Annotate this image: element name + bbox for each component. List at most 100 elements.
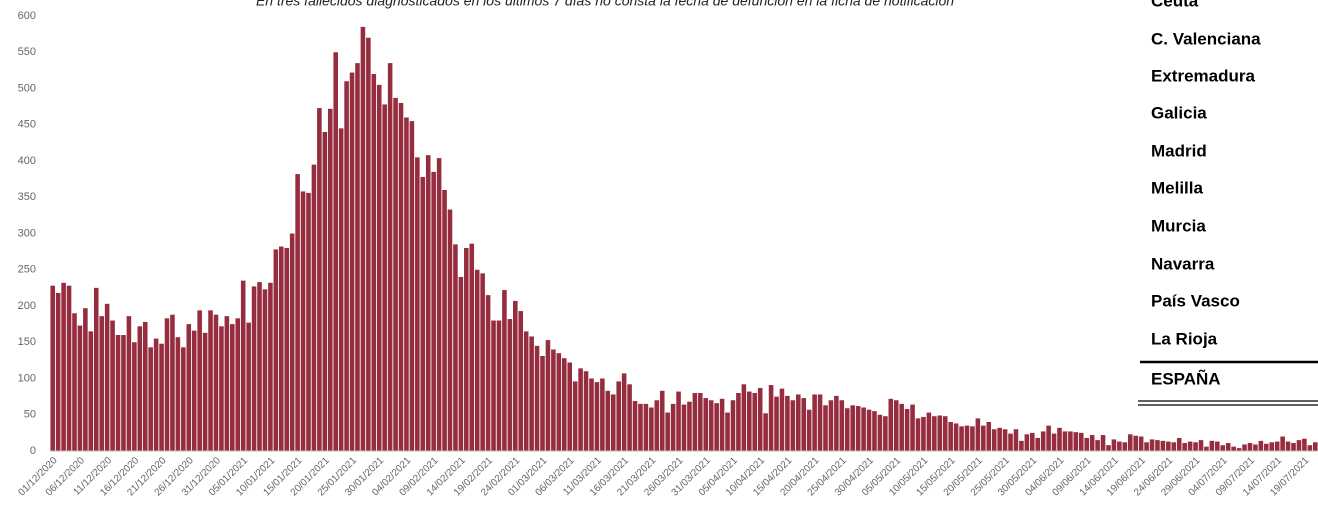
bar xyxy=(986,422,992,451)
bar xyxy=(496,320,502,451)
bar xyxy=(513,300,518,451)
bar xyxy=(366,37,371,451)
bar xyxy=(1247,443,1253,451)
bar xyxy=(942,416,948,451)
chart-note: En tres fallecidos diagnosticados en los… xyxy=(256,0,954,9)
bar xyxy=(273,249,279,451)
bar xyxy=(1149,439,1155,451)
table-row-label: C. Valenciana xyxy=(1151,29,1261,48)
bar xyxy=(1204,446,1209,451)
bar xyxy=(355,63,360,451)
bar xyxy=(627,384,632,451)
bar xyxy=(393,97,398,452)
y-tick-label: 200 xyxy=(18,300,36,312)
table-row-label: Melilla xyxy=(1151,178,1204,197)
bar xyxy=(61,282,66,451)
bar xyxy=(551,349,556,451)
bar xyxy=(1302,438,1307,451)
bar xyxy=(344,81,349,451)
bar xyxy=(910,404,915,451)
bar xyxy=(616,381,621,451)
bar xyxy=(257,282,262,451)
table-row-label: Navarra xyxy=(1151,254,1215,273)
bar xyxy=(899,403,904,451)
y-tick-label: 150 xyxy=(18,336,36,348)
bar xyxy=(632,400,638,451)
y-tick-label: 450 xyxy=(18,119,36,131)
bar xyxy=(774,396,779,451)
bar xyxy=(855,406,861,451)
bar xyxy=(883,416,888,451)
bar xyxy=(649,407,654,451)
bar xyxy=(806,409,812,451)
table-row-label: País Vasco xyxy=(1151,291,1240,310)
bar xyxy=(1111,439,1117,451)
bar xyxy=(404,117,409,451)
bar xyxy=(638,403,643,451)
bar xyxy=(1046,425,1051,451)
bar xyxy=(1236,448,1242,451)
bar xyxy=(834,395,839,451)
bar xyxy=(311,164,317,451)
bar xyxy=(752,393,758,451)
bar xyxy=(50,285,56,451)
bar xyxy=(1095,440,1100,451)
bar xyxy=(1024,434,1030,451)
bar xyxy=(1040,431,1046,451)
bar xyxy=(1089,435,1095,451)
bar xyxy=(110,320,115,451)
bar xyxy=(795,394,801,451)
bar xyxy=(1209,440,1215,451)
bar xyxy=(959,426,964,451)
bar xyxy=(208,310,213,451)
bar xyxy=(175,337,181,451)
table-row-label: Ceuta xyxy=(1151,0,1199,10)
bar xyxy=(213,314,219,451)
y-tick-label: 600 xyxy=(18,10,36,22)
bar xyxy=(83,308,88,451)
bar xyxy=(376,84,382,451)
bar xyxy=(643,403,649,451)
bar xyxy=(676,391,681,451)
bar xyxy=(420,176,426,451)
bar xyxy=(409,121,415,451)
bar xyxy=(306,192,311,451)
bar xyxy=(464,248,469,451)
bar xyxy=(589,378,594,451)
bar xyxy=(1231,446,1236,451)
bar xyxy=(1035,437,1041,451)
bar xyxy=(1215,441,1220,451)
bar xyxy=(121,335,126,451)
bar xyxy=(866,409,872,451)
bar xyxy=(730,400,736,451)
bar xyxy=(1296,440,1302,451)
bar xyxy=(1225,443,1231,451)
bar xyxy=(202,332,208,451)
table-row-label: Galicia xyxy=(1151,103,1207,122)
bar xyxy=(507,319,513,451)
bar xyxy=(289,233,295,451)
bar xyxy=(1182,443,1187,451)
bar xyxy=(997,427,1002,451)
bar xyxy=(768,385,774,451)
bar xyxy=(1253,444,1258,451)
bar xyxy=(262,289,268,451)
bar xyxy=(1274,441,1280,451)
bar xyxy=(572,381,578,451)
bar xyxy=(741,384,747,451)
bar xyxy=(1176,437,1182,451)
bar xyxy=(142,321,148,451)
bar xyxy=(485,295,491,451)
bar xyxy=(1030,432,1035,451)
bar xyxy=(235,318,241,451)
bar xyxy=(665,412,670,451)
bar xyxy=(1051,433,1057,451)
bar xyxy=(529,336,534,451)
bar xyxy=(453,244,458,451)
bar xyxy=(872,411,877,451)
bar xyxy=(349,72,355,452)
bar xyxy=(1013,429,1019,451)
y-tick-label: 500 xyxy=(18,82,36,94)
bar xyxy=(126,316,132,451)
bar xyxy=(442,190,447,451)
